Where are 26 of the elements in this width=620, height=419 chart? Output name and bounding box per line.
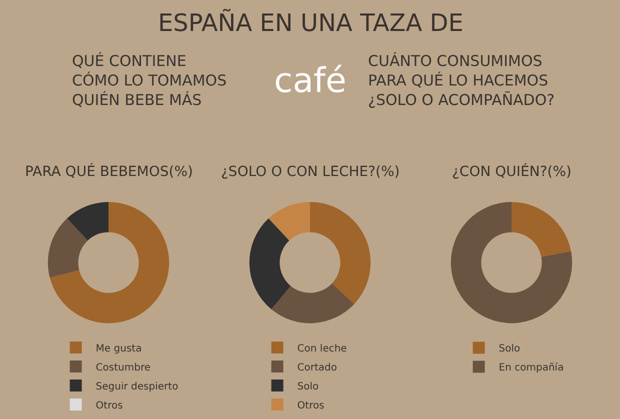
donut-slice: [67, 202, 108, 241]
donut-slice: [310, 202, 371, 304]
text: CUÁNTO CONSUMIMOS PARA QUÉ LO HACEMOS ¿SOLO O ACOMPAÑADO?: [368, 52, 555, 109]
text: ESPAÑA EN UNA TAZA DE: [158, 8, 464, 37]
legend-label: Con leche: [297, 343, 347, 354]
legend-label: En compañía: [498, 362, 564, 374]
legend-label: Costumbre: [96, 362, 151, 374]
donut-slice: [249, 218, 291, 310]
legend-label: Otros: [297, 400, 324, 412]
legend-label: Seguir despierto: [96, 381, 178, 392]
chart-title: ¿CON QUIÉN?(%): [452, 163, 572, 180]
legend-label: Solo: [297, 381, 319, 392]
legend-label: Solo: [498, 344, 520, 355]
donut-slice: [50, 202, 170, 324]
legend-label: Otros: [96, 400, 123, 412]
donut-slice: [450, 202, 572, 324]
donut-slice: [271, 283, 354, 324]
chart-title: ¿SOLO O CON LECHE?(%): [221, 164, 400, 180]
donut-slice: [512, 202, 572, 257]
legend-label: Cortado: [297, 362, 338, 374]
text: QUÉ CONTIENE CÓMO LO TOMAMOS QUIÉN BEBE MÁS: [72, 52, 227, 109]
donut-slice: [48, 218, 88, 278]
chart-title: PARA QUÉ BEBEMOS(%): [25, 163, 193, 180]
legend-label: Me gusta: [96, 343, 142, 354]
text: café: [274, 61, 346, 101]
donut-slice: [268, 202, 310, 241]
